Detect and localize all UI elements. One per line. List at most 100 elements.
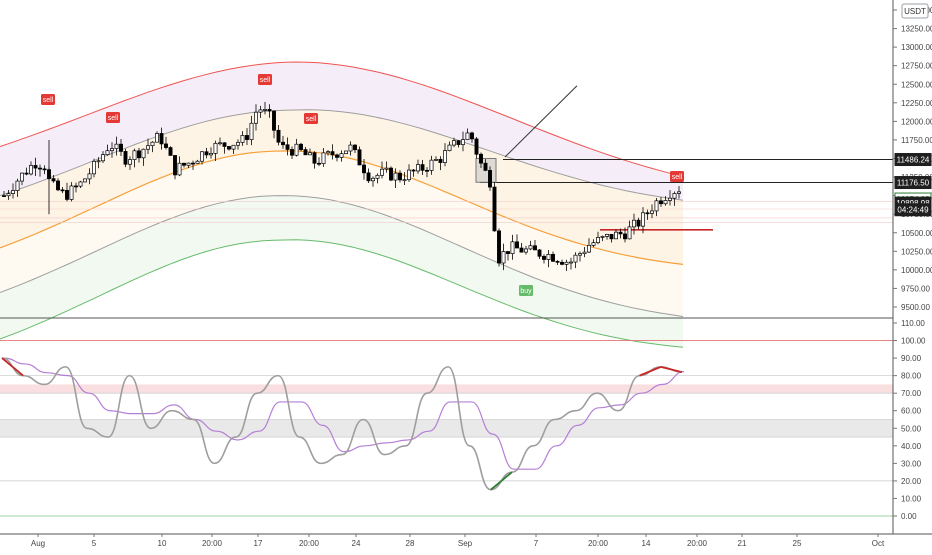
candle-up[interactable] (582, 251, 587, 254)
candle-down[interactable] (420, 164, 425, 171)
candle-down[interactable] (609, 233, 614, 240)
candle-up[interactable] (155, 133, 159, 143)
candle-up[interactable] (627, 226, 632, 240)
candle-up[interactable] (614, 231, 618, 240)
candle-up[interactable] (569, 261, 573, 264)
candle-down[interactable] (479, 153, 483, 164)
currency-badge[interactable]: USDT (901, 3, 929, 19)
candle-down[interactable] (330, 151, 335, 156)
candle-down[interactable] (366, 172, 371, 182)
candle-up[interactable] (200, 151, 204, 162)
candle-up[interactable] (429, 159, 434, 171)
candle-down[interactable] (182, 162, 186, 166)
candle-up[interactable] (348, 144, 353, 152)
candle-down[interactable] (483, 162, 488, 171)
candle-down[interactable] (204, 151, 209, 156)
candle-up[interactable] (339, 153, 344, 158)
candle-down[interactable] (560, 261, 564, 265)
candle-down[interactable] (438, 158, 443, 163)
sell-marker[interactable] (41, 94, 55, 105)
candle-up[interactable] (83, 178, 87, 183)
candle-down[interactable] (290, 149, 294, 156)
candle-up[interactable] (465, 132, 470, 140)
sell-marker[interactable] (106, 112, 120, 123)
candle-down[interactable] (636, 219, 641, 227)
candle-up[interactable] (195, 160, 200, 164)
candle-up[interactable] (447, 144, 452, 152)
candle-up[interactable] (101, 154, 105, 162)
candle-up[interactable] (600, 236, 605, 238)
candle-up[interactable] (380, 168, 384, 176)
candle-down[interactable] (51, 178, 56, 182)
candle-up[interactable] (510, 241, 515, 255)
candle-down[interactable] (425, 169, 429, 172)
sell-marker[interactable] (670, 171, 684, 182)
candle-up[interactable] (186, 162, 191, 166)
candle-up[interactable] (128, 159, 132, 165)
candle-up[interactable] (591, 242, 596, 246)
trend-arrow-line[interactable] (504, 85, 578, 158)
candle-down[interactable] (537, 249, 542, 257)
candle-up[interactable] (6, 193, 11, 197)
stoch-d-line[interactable] (3, 357, 685, 470)
candle-up[interactable] (105, 150, 110, 156)
candle-up[interactable] (443, 150, 447, 163)
candle-down[interactable] (281, 141, 285, 146)
candle-down[interactable] (618, 231, 623, 235)
candle-up[interactable] (132, 150, 137, 160)
candle-down[interactable] (65, 189, 69, 200)
candle-down[interactable] (123, 151, 128, 165)
candle-up[interactable] (150, 141, 155, 147)
candle-up[interactable] (263, 109, 267, 111)
candle-down[interactable] (533, 245, 537, 251)
candle-up[interactable] (672, 193, 677, 199)
candle-down[interactable] (24, 172, 29, 175)
candle-up[interactable] (87, 173, 92, 180)
candle-up[interactable] (461, 139, 465, 145)
candle-up[interactable] (218, 142, 222, 145)
candle-down[interactable] (137, 150, 141, 159)
stoch-k-line[interactable] (1, 357, 683, 491)
candle-down[interactable] (222, 142, 227, 147)
sell-marker[interactable] (258, 74, 272, 85)
candle-down[interactable] (551, 253, 555, 262)
candle-down[interactable] (173, 155, 177, 176)
candle-up[interactable] (236, 142, 240, 146)
candle-up[interactable] (573, 254, 578, 263)
sell-marker[interactable] (304, 113, 318, 124)
candle-down[interactable] (312, 152, 317, 164)
candle-up[interactable] (146, 145, 150, 150)
candle-down[interactable] (159, 133, 164, 145)
candle-up[interactable] (344, 150, 348, 155)
candle-up[interactable] (213, 142, 218, 154)
candle-up[interactable] (564, 261, 569, 265)
candle-up[interactable] (416, 164, 420, 172)
candle-down[interactable] (335, 154, 339, 158)
candle-up[interactable] (110, 148, 114, 152)
candle-up[interactable] (11, 190, 15, 194)
candle-down[interactable] (353, 144, 357, 151)
candle-down[interactable] (227, 146, 231, 150)
candle-down[interactable] (488, 170, 492, 188)
candle-up[interactable] (501, 251, 506, 264)
candle-down[interactable] (303, 149, 308, 156)
candle-down[interactable] (285, 144, 290, 150)
candle-down[interactable] (119, 143, 123, 152)
candle-down[interactable] (38, 167, 42, 170)
candle-up[interactable] (92, 161, 96, 175)
candle-down[interactable] (542, 255, 546, 260)
candle-down[interactable] (357, 149, 362, 166)
candle-down[interactable] (276, 129, 281, 143)
candle-down[interactable] (623, 233, 627, 240)
candle-up[interactable] (407, 169, 411, 181)
buy-marker[interactable] (519, 285, 533, 296)
candle-up[interactable] (321, 152, 326, 164)
candle-down[interactable] (497, 230, 501, 264)
candle-up[interactable] (641, 212, 645, 227)
candle-up[interactable] (209, 153, 213, 156)
price-label-box[interactable] (894, 203, 932, 217)
candle-up[interactable] (294, 143, 299, 156)
price-label-box[interactable] (894, 176, 932, 190)
candle-up[interactable] (15, 180, 20, 191)
